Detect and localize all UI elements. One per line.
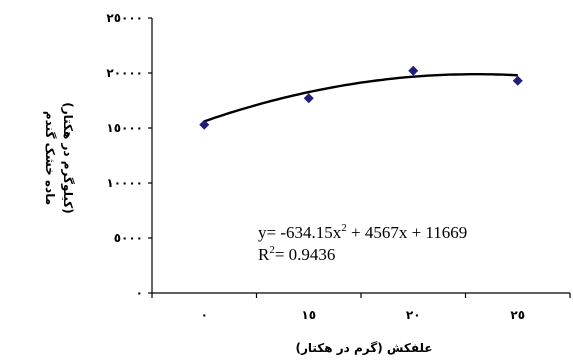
axes <box>151 18 570 294</box>
r2-rest: = 0.9436 <box>275 245 336 264</box>
data-point <box>199 119 210 130</box>
y-axis-title-line1: ماده خشک گندم <box>42 111 57 205</box>
x-tick-label: ٢٥ <box>510 308 525 322</box>
y-tick-label: ١٥٠٠٠ <box>106 121 143 135</box>
data-point <box>512 75 523 86</box>
equation-main: y= -634.15x <box>258 223 342 242</box>
y-tick-label: ٠ <box>136 286 143 300</box>
data-points <box>199 65 523 130</box>
svg-text:R2= 0.9436: R2= 0.9436 <box>258 244 335 264</box>
equation-rest: + 4567x + 11669 <box>347 223 468 242</box>
r2-sup: 2 <box>269 244 275 256</box>
x-axis-title: علفکش (گرم در هکتار) <box>295 341 432 356</box>
data-point <box>408 65 419 76</box>
data-point <box>303 93 314 104</box>
y-ticks: ٠ ٥٠٠٠ ١٠٠٠٠ ١٥٠٠٠ ٢٠٠٠٠ ٢٥٠٠٠ <box>106 11 152 300</box>
trendline <box>203 73 518 123</box>
x-tick-label: ٠ <box>201 308 208 322</box>
y-tick-label: ١٠٠٠٠ <box>106 176 143 190</box>
y-axis-title-line2: (کیلوگرم در هکتار) <box>60 102 75 214</box>
y-tick-label: ٢٥٠٠٠ <box>106 11 143 25</box>
equation-label: y= -634.15x2 + 4567x + 11669 R2= 0.9436 <box>258 222 467 264</box>
r2-prefix: R <box>258 245 270 264</box>
x-tick-label: ١٥ <box>301 308 316 322</box>
equation-sup: 2 <box>341 222 347 234</box>
y-tick-label: ٥٠٠٠ <box>114 231 143 245</box>
x-tick-label: ٢٠ <box>406 308 421 322</box>
x-ticks: ٠ ١٥ ٢٠ ٢٥ <box>151 293 571 322</box>
svg-text:y= -634.15x2 + 4567x + 11669: y= -634.15x2 + 4567x + 11669 <box>258 222 467 242</box>
y-tick-label: ٢٠٠٠٠ <box>106 66 143 80</box>
y-axis-title: ماده خشک گندم (کیلوگرم در هکتار) <box>42 102 75 214</box>
